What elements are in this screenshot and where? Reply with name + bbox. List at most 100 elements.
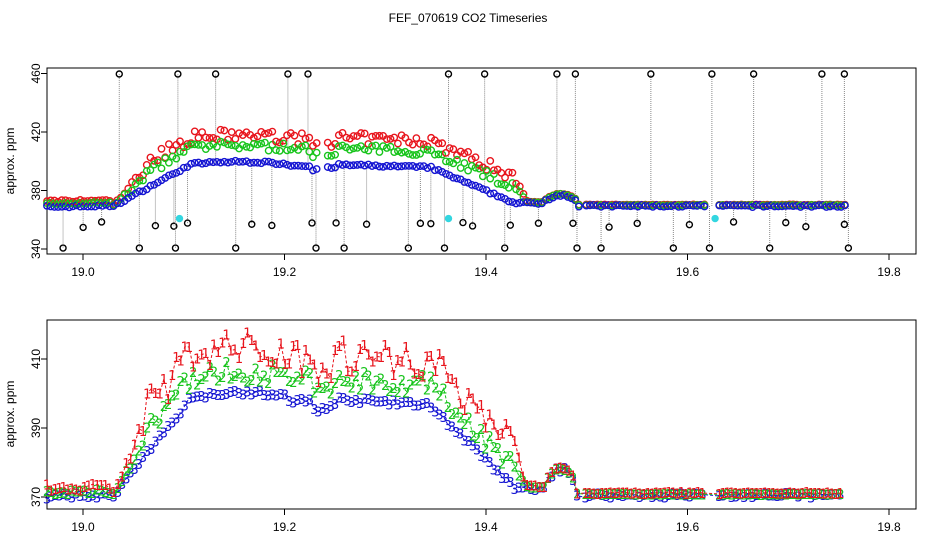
series-3-point-label: 3 <box>519 481 527 496</box>
series-3-point-label: 3 <box>47 490 55 505</box>
series-3-point <box>368 162 376 170</box>
series-3-point-label: 3 <box>636 491 644 506</box>
series-1-point <box>456 147 465 156</box>
series-2-point <box>360 145 369 154</box>
series-1-point <box>190 127 199 136</box>
series-1-point <box>497 168 506 177</box>
series-3-point-label: 3 <box>218 389 226 404</box>
series-3-point <box>264 157 273 166</box>
series-3-point-label: 3 <box>448 421 456 436</box>
series-1-point-label: 1 <box>273 357 281 372</box>
series-3-point-label: 3 <box>460 435 468 450</box>
series-2-point-label: 2 <box>306 367 314 382</box>
series-3-point-label: 3 <box>444 419 452 434</box>
series-1-point-label: 1 <box>652 486 660 501</box>
series-3-point <box>172 168 181 177</box>
top-y-tick-label: 420 <box>29 122 43 142</box>
bottom-x-tick-label: 19.8 <box>877 520 901 534</box>
series-3-point <box>611 201 620 210</box>
series-2-point-label: 2 <box>189 366 197 381</box>
series-3-point <box>523 198 532 207</box>
series-3-point <box>504 197 513 206</box>
series-1-point <box>72 197 81 206</box>
series-3-point-label: 3 <box>728 491 736 506</box>
series-3-point <box>637 201 646 209</box>
series-1-point-label: 1 <box>314 376 322 391</box>
series-1-point-label: 1 <box>582 487 590 502</box>
series-1-point-label: 1 <box>807 487 815 502</box>
series-3-point-label: 3 <box>698 488 706 503</box>
series-1-point-label: 1 <box>427 350 435 365</box>
series-1-point <box>235 129 243 138</box>
series-2-point <box>272 146 280 155</box>
bottom-y-axis-label: approx. ppm <box>3 381 17 448</box>
series-3-point-label: 3 <box>377 395 385 410</box>
series-3-point <box>327 164 336 173</box>
series-3-point <box>641 201 650 210</box>
series-1-point-label: 1 <box>698 487 706 502</box>
series-3-point-label: 3 <box>556 466 564 481</box>
series-3-point-label: 3 <box>252 386 260 401</box>
series-1-point-label: 1 <box>485 409 493 424</box>
series-1-point-label: 1 <box>774 488 782 503</box>
series-2-point-label: 2 <box>485 430 493 445</box>
series-2-point <box>453 155 461 164</box>
flag-point-mid <box>416 219 425 228</box>
series-1-point-label: 1 <box>548 466 556 481</box>
series-2-point-label: 2 <box>302 365 310 380</box>
series-1-point-label: 1 <box>247 334 255 349</box>
series-1-point-label: 1 <box>264 355 272 370</box>
series-2-point-label: 2 <box>135 445 143 460</box>
series-1-point-label: 1 <box>540 481 548 496</box>
series-1-point-label: 1 <box>89 478 97 493</box>
series-3-point-label: 3 <box>419 398 427 413</box>
series-2-point <box>213 142 221 151</box>
series-2-point-label: 2 <box>327 388 335 403</box>
series-1-point-label: 1 <box>590 487 598 502</box>
series-3-point-label: 3 <box>122 473 130 488</box>
series-2-point-label: 2 <box>202 370 210 385</box>
series-3-point-label: 3 <box>168 417 176 432</box>
series-1-point-label: 1 <box>252 339 260 354</box>
series-3-point <box>667 202 676 211</box>
series-1-point-label: 1 <box>632 486 640 501</box>
series-1-point <box>257 128 266 136</box>
series-3-point <box>526 198 535 207</box>
series-1-point-label: 1 <box>824 486 832 501</box>
series-3-point-label: 3 <box>176 407 184 422</box>
series-2-point-label: 2 <box>732 488 740 503</box>
series-1-point <box>501 173 509 182</box>
flag-point-high <box>304 70 312 78</box>
series-1-point-label: 1 <box>114 478 122 493</box>
series-2-point <box>161 154 170 163</box>
series-1-point-label: 1 <box>719 487 727 502</box>
series-1-point-label: 1 <box>556 462 564 477</box>
series-3-point-label: 3 <box>619 490 627 505</box>
series-2-point-label: 2 <box>740 488 748 503</box>
series-2-point <box>283 146 291 155</box>
top-data-layer <box>43 70 853 252</box>
series-3-point <box>135 187 144 196</box>
series-2-point-label: 2 <box>55 487 63 502</box>
series-1-point <box>312 139 321 147</box>
series-2-point-label: 2 <box>431 381 439 396</box>
series-1-point-label: 1 <box>431 365 439 380</box>
series-3-point-label: 3 <box>89 490 97 505</box>
series-3-point <box>209 158 218 167</box>
series-2-point-label: 2 <box>569 471 577 486</box>
series-3-point <box>512 199 521 208</box>
series-2-point <box>349 144 358 153</box>
series-1-point-label: 1 <box>105 483 113 498</box>
top-x-tick-label: 19.4 <box>474 265 498 279</box>
series-3-point <box>460 178 469 186</box>
series-3-point-label: 3 <box>640 489 648 504</box>
series-2-point-label: 2 <box>627 488 635 503</box>
series-1-point-label: 1 <box>723 486 731 501</box>
series-2-point-label: 2 <box>465 412 473 427</box>
series-3-point <box>360 161 369 170</box>
flag-point-mid <box>605 223 613 231</box>
series-3-point-label: 3 <box>623 488 631 503</box>
series-1-point <box>445 144 454 153</box>
series-3-point <box>375 162 384 171</box>
series-3-point <box>253 158 262 167</box>
